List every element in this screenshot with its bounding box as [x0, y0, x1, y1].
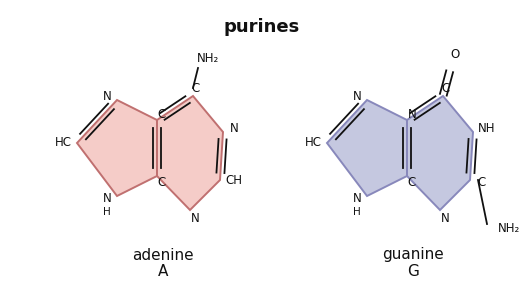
Text: N: N — [230, 122, 238, 135]
Text: C: C — [477, 176, 485, 189]
Text: N: N — [353, 192, 362, 206]
Text: G: G — [407, 265, 419, 279]
Polygon shape — [157, 96, 223, 210]
Text: C: C — [408, 176, 416, 189]
Polygon shape — [407, 96, 473, 210]
Text: N: N — [353, 91, 362, 103]
Text: N: N — [408, 108, 417, 121]
Text: A: A — [158, 265, 168, 279]
Text: CH: CH — [225, 175, 243, 187]
Text: NH: NH — [478, 122, 496, 135]
Text: C: C — [442, 81, 450, 94]
Text: adenine: adenine — [132, 247, 194, 263]
Text: HC: HC — [304, 137, 322, 149]
Text: NH₂: NH₂ — [498, 222, 520, 235]
Text: H: H — [103, 207, 111, 217]
Text: guanine: guanine — [382, 247, 444, 263]
Polygon shape — [77, 100, 157, 196]
Text: N: N — [191, 211, 199, 225]
Text: HC: HC — [54, 137, 71, 149]
Text: NH₂: NH₂ — [197, 51, 219, 64]
Text: C: C — [158, 176, 166, 189]
Text: N: N — [103, 91, 112, 103]
Polygon shape — [327, 100, 407, 196]
Text: C: C — [158, 108, 166, 121]
Text: O: O — [450, 48, 460, 61]
Text: N: N — [441, 211, 450, 225]
Text: purines: purines — [224, 18, 300, 36]
Text: N: N — [103, 192, 112, 206]
Text: H: H — [353, 207, 361, 217]
Text: C: C — [192, 81, 200, 94]
